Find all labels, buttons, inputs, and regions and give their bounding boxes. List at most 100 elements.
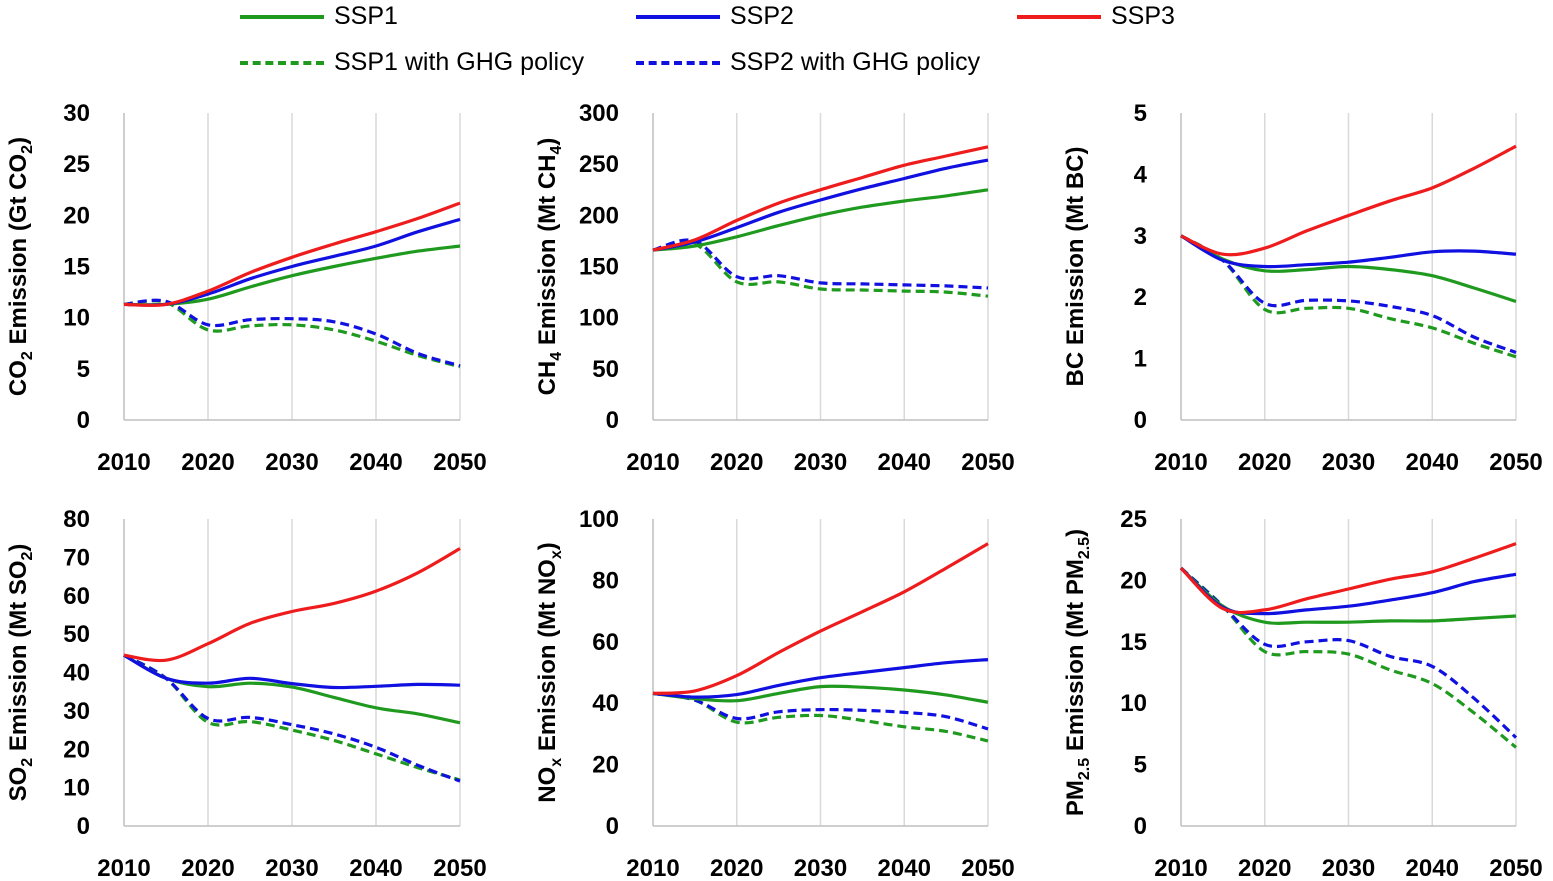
y-tick-label: 10 — [1120, 690, 1147, 717]
y-tick-label: 60 — [63, 583, 90, 610]
y-tick-label: 1 — [1134, 346, 1147, 373]
x-tick-label: 2020 — [1238, 449, 1291, 476]
series-line-ssp2-with-ghg-policy — [1179, 566, 1518, 739]
x-tick-label: 2010 — [97, 855, 150, 881]
x-tick-label: 2050 — [961, 449, 1014, 476]
series-line-ssp2-with-ghg-policy — [123, 298, 461, 368]
legend-item-ssp1-ghg: SSP1 with GHG policy — [240, 48, 584, 77]
legend-swatch-ssp3 — [1017, 14, 1101, 19]
x-tick-label: 2040 — [1406, 449, 1459, 476]
y-axis-title: BC Emission (Mt BC) — [1062, 147, 1089, 387]
x-tick-label: 2020 — [181, 449, 234, 476]
x-tick-label: 2050 — [1489, 855, 1542, 881]
series-line-ssp1-with-ghg-policy — [123, 653, 461, 782]
y-tick-label: 5 — [1134, 100, 1147, 127]
y-tick-label: 10 — [63, 775, 90, 802]
y-tick-label: 0 — [1134, 813, 1147, 840]
y-tick-label: 40 — [63, 660, 90, 687]
y-axis-title: CH4 Emission (Mt CH4) — [534, 138, 565, 396]
x-tick-label: 2030 — [794, 449, 847, 476]
series-line-ssp3 — [123, 201, 461, 307]
x-tick-label: 2030 — [1322, 449, 1375, 476]
y-tick-label: 30 — [63, 698, 90, 725]
chart-panel-5: 0 5 10 15 20 25 2010 2020 2030 2040 2050 PM2.5 Emis… — [1062, 506, 1543, 881]
series-line-ssp2 — [123, 653, 461, 690]
legend-item-ssp3: SSP3 — [1017, 2, 1175, 31]
y-tick-label: 20 — [63, 202, 90, 229]
y-tick-label: 15 — [1120, 629, 1147, 656]
y-tick-label: 70 — [63, 544, 90, 571]
x-tick-label: 2040 — [349, 449, 402, 476]
y-tick-label: 15 — [63, 254, 90, 281]
y-tick-label: 0 — [606, 813, 619, 840]
y-tick-label: 20 — [63, 736, 90, 763]
y-tick-label: 0 — [77, 407, 90, 434]
x-tick-label: 2020 — [181, 855, 234, 881]
series-line-ssp2 — [652, 158, 989, 252]
legend-swatch-ssp1 — [240, 14, 324, 19]
y-tick-label: 4 — [1134, 161, 1148, 188]
legend-label-ssp2: SSP2 — [730, 2, 794, 30]
x-tick-label: 2020 — [710, 855, 763, 881]
series-line-ssp2-with-ghg-policy — [652, 238, 989, 290]
y-tick-label: 200 — [579, 202, 619, 229]
legend-swatch-ssp2-ghg — [636, 60, 720, 65]
y-tick-label: 10 — [63, 305, 90, 332]
chart-panel-0: 0 5 10 15 20 25 30 2010 2020 2030 2040 2050 CO2 Emis… — [5, 100, 487, 476]
y-axis-title: SO2 Emission (Mt SO2) — [5, 544, 36, 802]
y-tick-label: 5 — [1134, 752, 1147, 779]
y-tick-label: 100 — [579, 305, 619, 332]
y-tick-label: 40 — [592, 690, 619, 717]
legend-label-ssp3: SSP3 — [1111, 2, 1175, 30]
y-tick-label: 250 — [579, 151, 619, 178]
series-line-ssp2 — [1180, 234, 1517, 269]
x-tick-label: 2010 — [626, 449, 679, 476]
x-tick-label: 2020 — [710, 449, 763, 476]
x-tick-label: 2010 — [626, 855, 679, 881]
y-tick-label: 50 — [592, 356, 619, 383]
x-tick-label: 2030 — [265, 449, 318, 476]
y-tick-label: 25 — [1120, 506, 1147, 533]
chart-panel-1: 0 50 100 150 200 250 300 2010 2020 2030 2040 2050 CH… — [534, 100, 1015, 476]
series-line-ssp2 — [652, 658, 989, 699]
series-line-ssp2-with-ghg-policy — [652, 691, 989, 731]
series-line-ssp2-with-ghg-policy — [123, 653, 461, 783]
y-axis-title: CO2 Emission (Gt CO2) — [5, 137, 36, 396]
series-line-ssp3 — [652, 542, 989, 695]
chart-panel-2: 0 1 2 3 4 5 2010 2020 2030 2040 2050 BC Emission (M… — [1062, 100, 1543, 476]
x-tick-label: 2030 — [794, 855, 847, 881]
x-tick-label: 2030 — [265, 855, 318, 881]
x-tick-label: 2010 — [97, 449, 150, 476]
x-tick-label: 2050 — [1489, 449, 1542, 476]
series-line-ssp1-with-ghg-policy — [1180, 234, 1517, 359]
y-tick-label: 30 — [63, 100, 90, 127]
x-tick-label: 2040 — [878, 449, 931, 476]
x-tick-label: 2050 — [961, 855, 1014, 881]
legend-label-ssp2-ghg: SSP2 with GHG policy — [730, 48, 981, 76]
series-line-ssp3 — [123, 547, 461, 663]
x-tick-label: 2040 — [878, 855, 931, 881]
y-tick-label: 0 — [606, 407, 619, 434]
legend-label-ssp1: SSP1 — [334, 2, 398, 30]
y-tick-label: 0 — [77, 813, 90, 840]
x-tick-label: 2050 — [433, 855, 486, 881]
x-tick-label: 2010 — [1154, 855, 1207, 881]
series-line-ssp1-with-ghg-policy — [652, 240, 989, 298]
series-line-ssp3 — [1179, 542, 1517, 615]
x-tick-label: 2050 — [433, 449, 486, 476]
y-tick-label: 60 — [592, 629, 619, 656]
series-line-ssp3 — [1180, 144, 1517, 257]
y-tick-label: 300 — [579, 100, 619, 127]
x-tick-label: 2040 — [1406, 855, 1459, 881]
y-axis-title: NOx Emission (Mt NOx) — [534, 542, 565, 803]
legend-label-ssp1-ghg: SSP1 with GHG policy — [334, 48, 585, 76]
y-tick-label: 3 — [1134, 223, 1147, 250]
series-line-ssp2-with-ghg-policy — [1180, 234, 1517, 354]
legend: SSP1 SSP2 SSP3 SSP1 with GHG policy SSP2… — [0, 0, 1553, 90]
y-tick-label: 0 — [1134, 407, 1147, 434]
y-tick-label: 5 — [77, 356, 90, 383]
legend-item-ssp1: SSP1 — [240, 2, 398, 31]
